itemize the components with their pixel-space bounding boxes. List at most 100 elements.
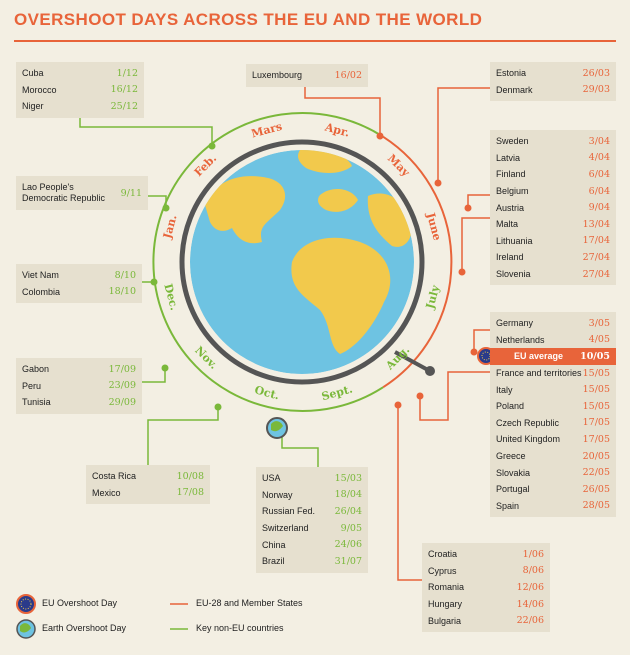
- ring-dot: [376, 132, 384, 140]
- country-row: Finland 6/04: [496, 166, 610, 183]
- legend-eu-day-label: EU Overshoot Day: [42, 598, 118, 608]
- country-name: Netherlands: [496, 334, 545, 345]
- month-label: July: [423, 283, 442, 311]
- country-row: Brazil 31/07: [262, 553, 362, 570]
- connector-estonia: [437, 87, 490, 183]
- country-name: Colombia: [22, 286, 61, 297]
- country-name: Luxembourg: [252, 70, 303, 81]
- country-row: Costa Rica 10/08: [92, 468, 204, 485]
- country-row: Latvia 4/04: [496, 150, 610, 167]
- country-name: Belgium: [496, 186, 529, 197]
- overshoot-date: 26/05: [582, 483, 610, 495]
- connector-luxembourg: [304, 82, 381, 136]
- country-row: China 24/06: [262, 536, 362, 553]
- country-name: Peru: [22, 380, 42, 391]
- country-row: Viet Nam 8/10: [22, 267, 136, 284]
- country-row: Ireland 27/04: [496, 249, 610, 266]
- country-row: Denmark 29/03: [496, 82, 610, 99]
- month-label: Feb.: [192, 152, 219, 179]
- overshoot-date: 27/04: [582, 251, 610, 263]
- overshoot-date: 22/06: [516, 615, 544, 627]
- legend-eu-day: EU Overshoot Day: [42, 598, 117, 608]
- connector-sweden: [467, 194, 490, 208]
- ring-dot: [416, 392, 424, 400]
- overshoot-date: 3/05: [588, 317, 610, 329]
- overshoot-date: 1/12: [116, 67, 138, 79]
- overshoot-date: 23/09: [108, 380, 136, 392]
- country-row: Germany 3/05: [496, 315, 610, 332]
- country-name: Romania: [428, 582, 465, 593]
- connector-may-2: [419, 371, 490, 421]
- country-row: Czech Republic 17/05: [496, 415, 610, 432]
- month-label: Oct.: [253, 383, 281, 402]
- country-name: Slovenia: [496, 269, 531, 280]
- overshoot-date: 1/06: [522, 548, 544, 560]
- overshoot-date: 9/05: [340, 522, 362, 534]
- overshoot-date: 15/05: [582, 400, 610, 412]
- box-laos: Lao People's Democratic Republic 9/11: [16, 176, 148, 210]
- overshoot-date: 4/04: [588, 152, 610, 164]
- country-row: Niger 25/12: [22, 98, 138, 115]
- connector-laos: [148, 195, 167, 208]
- ring-dot: [458, 268, 466, 276]
- overshoot-date: 15/05: [582, 367, 610, 379]
- country-name: Croatia: [428, 549, 458, 560]
- overshoot-date: 29/03: [582, 84, 610, 96]
- connector-costarica: [147, 407, 219, 465]
- ring-dot: [214, 403, 222, 411]
- overshoot-date: 28/05: [582, 500, 610, 512]
- overshoot-date: 26/04: [334, 505, 362, 517]
- country-name: Russian Fed.: [262, 506, 316, 517]
- month-label: Sept.: [320, 383, 354, 404]
- country-row: United Kingdom 17/05: [496, 431, 610, 448]
- overshoot-date: 4/05: [588, 334, 610, 346]
- country-row: Peru 23/09: [22, 378, 136, 395]
- page-title: OVERSHOOT DAYS ACROSS THE EU AND THE WOR…: [14, 10, 483, 29]
- country-name: Lithuania: [496, 235, 533, 246]
- country-name: Bulgaria: [428, 615, 462, 626]
- country-name: Cuba: [22, 68, 44, 79]
- country-row: Luxembourg 16/02: [252, 67, 362, 84]
- country-row: Colombia 18/10: [22, 284, 136, 301]
- box-gabon-group: Gabon 17/09 Peru 23/09 Tunisia 29/09: [16, 358, 142, 414]
- overshoot-date: 9/11: [120, 187, 142, 199]
- box-cuba-group: Cuba 1/12 Morocco 16/12 Niger 25/12: [16, 62, 144, 118]
- country-name: France and territories: [496, 368, 582, 379]
- country-row: USA 15/03: [262, 470, 362, 487]
- overshoot-date: 14/06: [516, 598, 544, 610]
- overshoot-date: 20/05: [582, 450, 610, 462]
- country-name: Norway: [262, 489, 293, 500]
- country-name: Morocco: [22, 84, 57, 95]
- globe: [190, 150, 414, 374]
- country-name: Lao People's Democratic Republic: [22, 182, 106, 203]
- overshoot-date: 31/07: [334, 555, 362, 567]
- country-row: Hungary 14/06: [428, 596, 544, 613]
- box-costarica-group: Costa Rica 10/08 Mexico 17/08: [86, 465, 210, 505]
- country-name: Poland: [496, 401, 525, 412]
- country-name: Sweden: [496, 136, 529, 147]
- box-may-group: Germany 3/05 Netherlands 4/05 EU average 10/0…: [490, 312, 616, 518]
- country-row: EU average 10/05: [490, 348, 616, 365]
- country-name: Costa Rica: [92, 471, 137, 482]
- country-row: Switzerland 9/05: [262, 520, 362, 537]
- overshoot-date: 8/06: [522, 565, 544, 577]
- country-name: Ireland: [496, 252, 524, 263]
- box-usa-group: USA 15/03 Norway 18/04 Russian Fed. 26/04 Swit…: [256, 467, 368, 573]
- country-row: Cuba 1/12: [22, 65, 138, 82]
- overshoot-date: 13/04: [582, 218, 610, 230]
- overshoot-date: 6/04: [588, 185, 610, 197]
- connector-sweden-2: [461, 217, 490, 272]
- country-row: Morocco 16/12: [22, 82, 138, 99]
- country-row: Cyprus 8/06: [428, 563, 544, 580]
- country-name: Viet Nam: [22, 270, 59, 281]
- country-row: Lao People's Democratic Republic 9/11: [22, 179, 142, 207]
- month-label: Mars: [250, 120, 284, 141]
- country-row: Lithuania 17/04: [496, 233, 610, 250]
- country-row: Bulgaria 22/06: [428, 612, 544, 629]
- country-name: Niger: [22, 101, 44, 112]
- month-label: Dec.: [161, 282, 181, 312]
- ring-dot: [150, 278, 158, 286]
- month-label: June: [424, 210, 444, 242]
- country-row: France and territories 15/05: [496, 365, 610, 382]
